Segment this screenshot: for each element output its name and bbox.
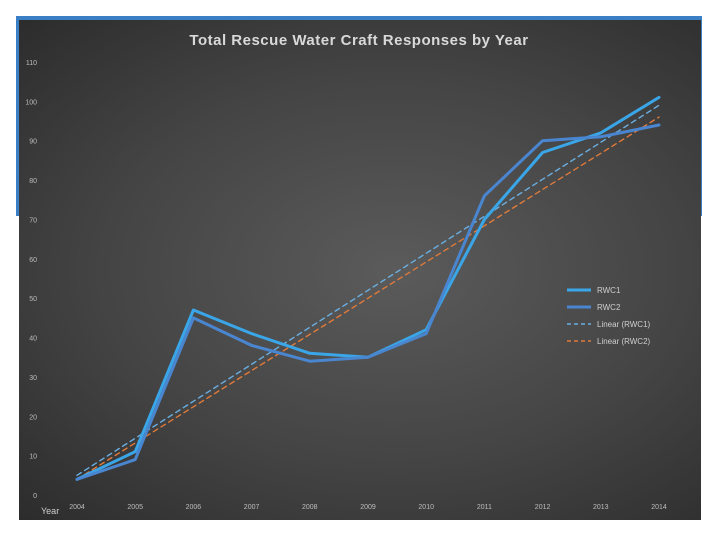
legend-label: Linear (RWC2) bbox=[597, 337, 651, 346]
y-tick-label: 90 bbox=[29, 139, 37, 146]
legend-label: RWC2 bbox=[597, 303, 621, 312]
x-tick-label: 2009 bbox=[360, 504, 376, 511]
x-axis-title: Year bbox=[41, 506, 59, 516]
y-axis-ticks: 0 10 20 30 40 50 60 70 80 90 100 110 bbox=[25, 60, 37, 500]
x-tick-label: 2014 bbox=[651, 504, 667, 511]
x-tick-label: 2005 bbox=[127, 504, 143, 511]
series-lines bbox=[75, 95, 661, 481]
x-tick-label: 2007 bbox=[244, 504, 260, 511]
x-tick-label: 2006 bbox=[186, 504, 202, 511]
series-line-rwc2 bbox=[75, 123, 661, 481]
y-tick-label: 110 bbox=[26, 60, 37, 67]
series-line-linear-rwc1 bbox=[76, 104, 660, 476]
chart-panel: Total Rescue Water Craft Responses by Ye… bbox=[19, 20, 701, 520]
y-tick-label: 70 bbox=[29, 217, 37, 224]
x-tick-label: 2004 bbox=[69, 504, 85, 511]
legend-label: RWC1 bbox=[597, 286, 621, 295]
x-tick-label: 2011 bbox=[477, 504, 492, 511]
x-tick-label: 2012 bbox=[535, 504, 551, 511]
y-tick-label: 30 bbox=[29, 375, 37, 382]
x-axis-ticks: 2004 2005 2006 2007 2008 2009 2010 2011 2012 2013… bbox=[69, 504, 667, 511]
y-tick-label: 10 bbox=[29, 454, 37, 461]
x-tick-label: 2008 bbox=[302, 504, 318, 511]
y-tick-label: 40 bbox=[29, 336, 37, 343]
y-tick-label: 0 bbox=[33, 493, 37, 500]
y-tick-label: 20 bbox=[29, 414, 37, 421]
series-line-rwc1 bbox=[75, 95, 661, 481]
legend-label: Linear (RWC1) bbox=[597, 320, 651, 329]
chart-title: Total Rescue Water Craft Responses by Ye… bbox=[189, 32, 528, 49]
y-tick-label: 100 bbox=[25, 99, 37, 106]
series-line-linear-rwc2 bbox=[76, 116, 660, 480]
y-tick-label: 80 bbox=[29, 178, 37, 185]
y-tick-label: 50 bbox=[29, 296, 37, 303]
x-tick-label: 2013 bbox=[593, 504, 609, 511]
y-tick-label: 60 bbox=[29, 257, 37, 264]
line-chart: Total Rescue Water Craft Responses by Ye… bbox=[25, 32, 667, 516]
x-tick-label: 2010 bbox=[418, 504, 434, 511]
legend: RWC1 RWC2 Linear (RWC1) Linear (RWC2) bbox=[567, 286, 651, 346]
